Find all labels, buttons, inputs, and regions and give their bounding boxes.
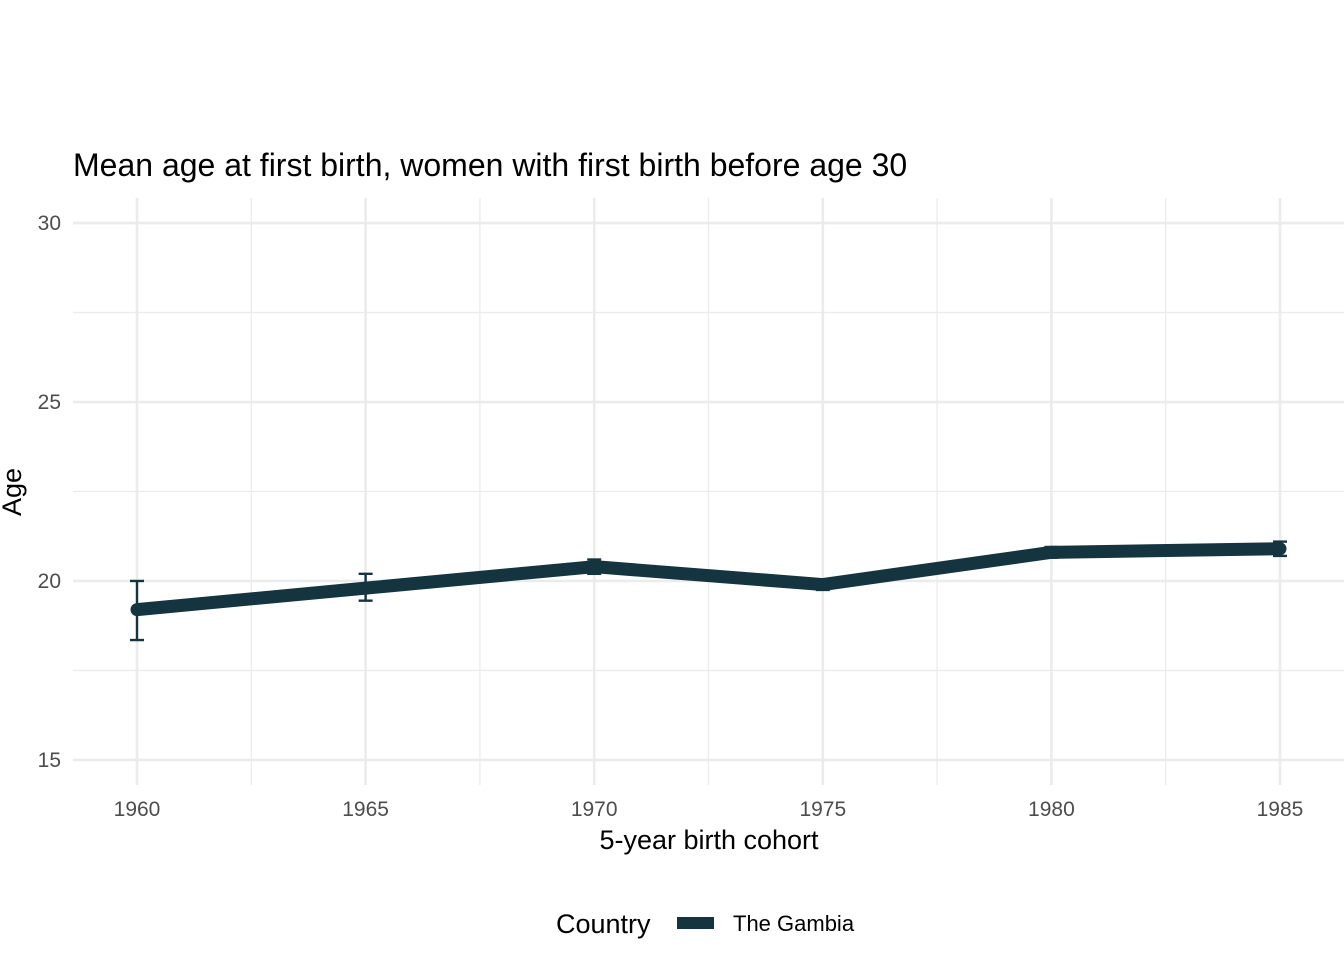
data-point	[1044, 545, 1058, 559]
x-tick-label: 1975	[799, 798, 846, 821]
y-axis-ticks: 15 20 25 30	[38, 212, 61, 772]
y-tick-label: 20	[38, 570, 61, 593]
series-line-0	[136, 542, 1281, 617]
data-point	[1273, 542, 1287, 556]
data-point	[359, 581, 373, 595]
x-axis-ticks: 1960 1965 1970 1975 1980 1985	[114, 798, 1304, 821]
data-point	[816, 578, 830, 592]
series-layer	[130, 540, 1287, 642]
x-tick-label: 1970	[571, 798, 618, 821]
plot-grid	[73, 198, 1344, 785]
data-point	[587, 560, 601, 574]
legend-label-the-gambia: The Gambia	[733, 911, 855, 936]
y-axis-title: Age	[0, 468, 27, 516]
x-tick-label: 1985	[1257, 798, 1304, 821]
legend-title: Country	[556, 909, 651, 939]
x-axis-title: 5-year birth cohort	[599, 825, 819, 855]
y-tick-label: 30	[38, 212, 61, 235]
x-tick-label: 1960	[114, 798, 161, 821]
x-tick-label: 1965	[342, 798, 389, 821]
x-tick-label: 1980	[1028, 798, 1075, 821]
legend: Country The Gambia	[556, 909, 855, 939]
legend-key	[677, 917, 714, 929]
y-tick-label: 15	[38, 749, 61, 772]
chart-title: Mean age at first birth, women with firs…	[73, 147, 907, 183]
y-tick-label: 25	[38, 391, 61, 414]
data-point	[130, 603, 144, 617]
